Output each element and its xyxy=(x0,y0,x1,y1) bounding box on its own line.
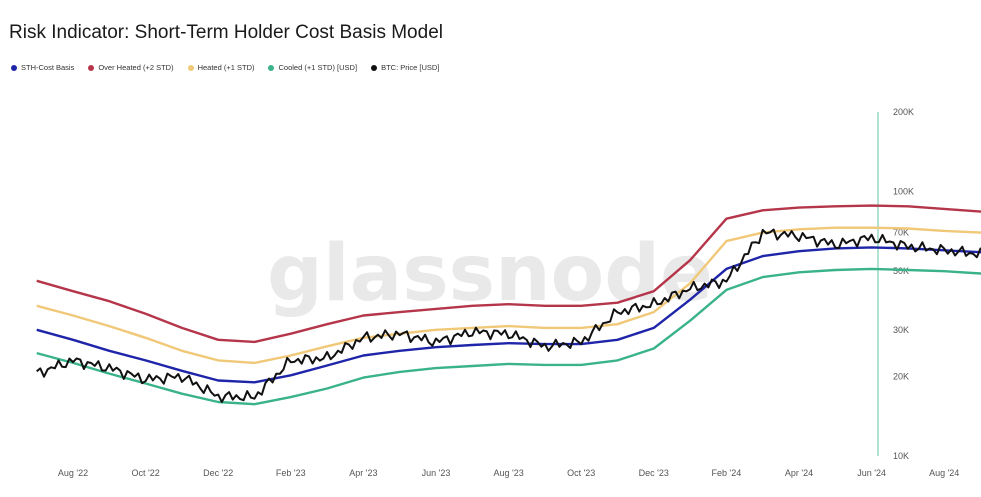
legend-dot-icon xyxy=(187,64,194,71)
y-axis: 200K 100K 70K 50K 30K 20K 10K xyxy=(893,107,914,461)
x-tick-label: Feb '24 xyxy=(712,468,742,478)
x-tick-label: Oct '22 xyxy=(131,468,159,478)
x-tick-label: Aug '23 xyxy=(493,468,523,478)
x-tick-label: Jun '23 xyxy=(422,468,451,478)
legend-item-over-heated[interactable]: Over Heated (+2 STD) xyxy=(88,63,174,72)
legend-dot-icon xyxy=(11,64,17,71)
x-tick-label: Oct '23 xyxy=(567,468,595,478)
series-line-btc-price-usd[interactable] xyxy=(36,169,981,403)
y-tick-label: 70K xyxy=(893,228,909,238)
x-tick-label: Apr '24 xyxy=(785,468,813,478)
legend-dot-icon xyxy=(88,64,95,71)
x-axis: Aug '22 Oct '22 Dec '22 Feb '23 Apr '23 Jun '… xyxy=(58,468,959,478)
legend: STH-Cost Basis Over Heated (+2 STD) Heat… xyxy=(11,63,439,72)
y-tick-label: 30K xyxy=(893,325,909,335)
x-tick-label: Jun '24 xyxy=(857,468,886,478)
x-tick-label: Dec '22 xyxy=(203,468,233,478)
y-tick-label: 50K xyxy=(893,266,909,276)
legend-item-btc-price[interactable]: BTC: Price [USD] xyxy=(371,63,439,72)
legend-label: Heated (+1 STD) xyxy=(197,63,255,72)
legend-item-cooled[interactable]: Cooled (+1 STD) [USD] xyxy=(268,63,357,72)
legend-label: Cooled (+1 STD) [USD] xyxy=(278,63,358,72)
x-tick-label: Aug '22 xyxy=(58,468,88,478)
legend-item-sth-cost-basis[interactable]: STH-Cost Basis xyxy=(11,63,74,72)
x-tick-label: Aug '24 xyxy=(929,468,959,478)
legend-dot-icon xyxy=(268,64,275,71)
series-line-over-heated-2-std[interactable] xyxy=(36,148,981,344)
legend-label: BTC: Price [USD] xyxy=(381,63,440,72)
legend-label: STH-Cost Basis xyxy=(21,63,75,72)
legend-dot-icon xyxy=(371,64,378,71)
y-tick-label: 100K xyxy=(893,187,914,197)
legend-item-heated[interactable]: Heated (+1 STD) xyxy=(187,63,255,72)
series-layer xyxy=(36,148,981,406)
series-line-heated-1-std[interactable] xyxy=(36,163,981,365)
x-tick-label: Apr '23 xyxy=(349,468,377,478)
y-tick-label: 20K xyxy=(893,371,909,381)
series-line-cooled-1-std-usd[interactable] xyxy=(36,196,981,406)
chart-title: Risk Indicator: Short-Term Holder Cost B… xyxy=(9,22,443,43)
x-tick-label: Dec '23 xyxy=(639,468,669,478)
y-tick-label: 10K xyxy=(893,451,909,461)
y-tick-label: 200K xyxy=(893,107,914,117)
x-tick-label: Feb '23 xyxy=(276,468,306,478)
legend-label: Over Heated (+2 STD) xyxy=(98,63,174,72)
